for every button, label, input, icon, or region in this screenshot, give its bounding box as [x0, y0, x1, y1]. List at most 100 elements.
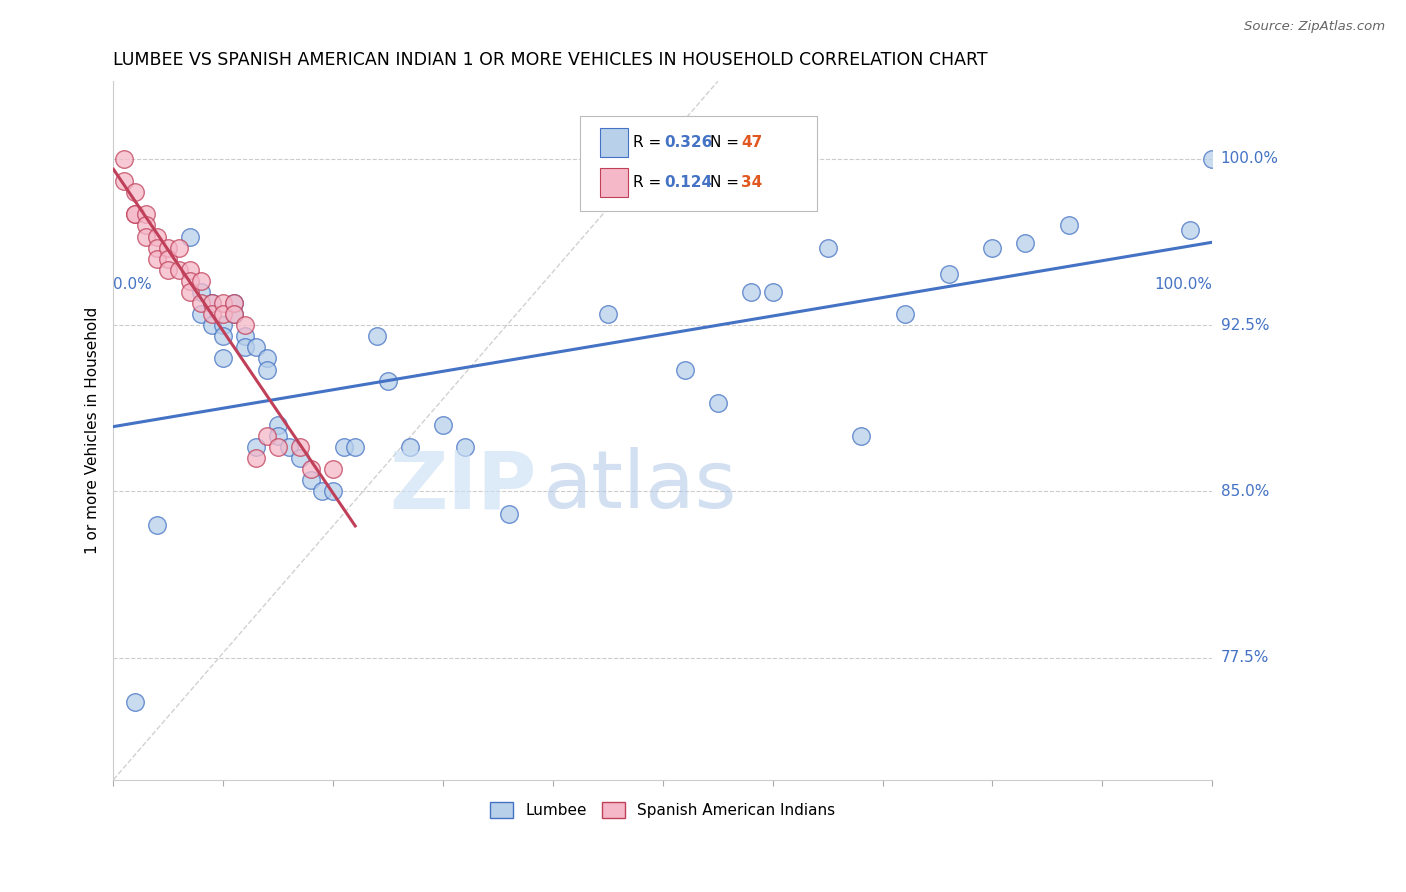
Point — [190, 274, 212, 288]
Point — [224, 307, 246, 321]
Point — [135, 229, 157, 244]
Point — [212, 296, 235, 310]
Point — [366, 329, 388, 343]
Point — [322, 462, 344, 476]
Point — [1201, 152, 1223, 166]
Point — [498, 507, 520, 521]
Point — [212, 329, 235, 343]
Point — [146, 229, 169, 244]
FancyBboxPatch shape — [600, 128, 627, 157]
Point — [124, 695, 146, 709]
Point — [224, 296, 246, 310]
Point — [224, 307, 246, 321]
Point — [673, 362, 696, 376]
Point — [212, 351, 235, 366]
Point — [707, 396, 730, 410]
Point — [1059, 219, 1081, 233]
Point — [146, 517, 169, 532]
Point — [299, 462, 322, 476]
Point — [290, 440, 312, 454]
Point — [146, 252, 169, 266]
Point — [201, 318, 224, 333]
Text: R =: R = — [633, 135, 666, 150]
Text: 77.5%: 77.5% — [1220, 650, 1268, 665]
Point — [233, 340, 256, 354]
Text: 34: 34 — [741, 175, 762, 190]
Point — [938, 267, 960, 281]
Point — [299, 474, 322, 488]
Point — [893, 307, 915, 321]
Point — [256, 351, 278, 366]
Point — [179, 229, 201, 244]
Point — [762, 285, 785, 299]
Text: 0.124: 0.124 — [664, 175, 711, 190]
Point — [169, 241, 191, 255]
Point — [278, 440, 301, 454]
Text: 92.5%: 92.5% — [1220, 318, 1270, 333]
Text: Source: ZipAtlas.com: Source: ZipAtlas.com — [1244, 20, 1385, 33]
Point — [817, 241, 839, 255]
Point — [256, 362, 278, 376]
Point — [233, 318, 256, 333]
Point — [190, 296, 212, 310]
Point — [399, 440, 422, 454]
Point — [124, 207, 146, 221]
Point — [157, 262, 180, 277]
FancyBboxPatch shape — [581, 116, 817, 211]
Point — [1180, 223, 1202, 237]
Point — [333, 440, 356, 454]
Point — [256, 429, 278, 443]
Point — [377, 374, 399, 388]
Point — [135, 219, 157, 233]
Point — [201, 296, 224, 310]
Point — [190, 285, 212, 299]
Point — [157, 241, 180, 255]
Point — [201, 296, 224, 310]
Point — [224, 296, 246, 310]
Text: N =: N = — [710, 135, 744, 150]
Point — [454, 440, 477, 454]
Point — [344, 440, 367, 454]
Point — [981, 241, 1004, 255]
Point — [157, 252, 180, 266]
Point — [124, 207, 146, 221]
Point — [849, 429, 872, 443]
Text: R =: R = — [633, 175, 666, 190]
Point — [596, 307, 619, 321]
Text: N =: N = — [710, 175, 744, 190]
Point — [135, 207, 157, 221]
Point — [179, 285, 201, 299]
Text: 47: 47 — [741, 135, 762, 150]
Point — [432, 417, 454, 432]
Point — [124, 185, 146, 199]
Point — [740, 285, 762, 299]
Point — [114, 152, 136, 166]
Point — [290, 451, 312, 466]
Point — [245, 340, 267, 354]
Point — [245, 440, 267, 454]
Text: 85.0%: 85.0% — [1220, 484, 1268, 499]
Text: LUMBEE VS SPANISH AMERICAN INDIAN 1 OR MORE VEHICLES IN HOUSEHOLD CORRELATION CH: LUMBEE VS SPANISH AMERICAN INDIAN 1 OR M… — [114, 51, 988, 69]
Point — [1014, 236, 1036, 251]
Text: 0.0%: 0.0% — [114, 277, 152, 292]
Point — [311, 484, 333, 499]
Point — [114, 174, 136, 188]
Point — [212, 318, 235, 333]
Point — [267, 417, 290, 432]
Text: atlas: atlas — [541, 447, 737, 525]
Point — [267, 429, 290, 443]
Legend: Lumbee, Spanish American Indians: Lumbee, Spanish American Indians — [484, 797, 842, 824]
Point — [322, 484, 344, 499]
Text: 100.0%: 100.0% — [1154, 277, 1212, 292]
Point — [190, 307, 212, 321]
Y-axis label: 1 or more Vehicles in Household: 1 or more Vehicles in Household — [86, 307, 100, 554]
Point — [146, 241, 169, 255]
Text: ZIP: ZIP — [389, 447, 537, 525]
Text: 0.326: 0.326 — [664, 135, 713, 150]
Point — [201, 307, 224, 321]
Point — [169, 262, 191, 277]
Point — [212, 307, 235, 321]
Text: 100.0%: 100.0% — [1220, 152, 1278, 167]
Point — [267, 440, 290, 454]
Point — [245, 451, 267, 466]
